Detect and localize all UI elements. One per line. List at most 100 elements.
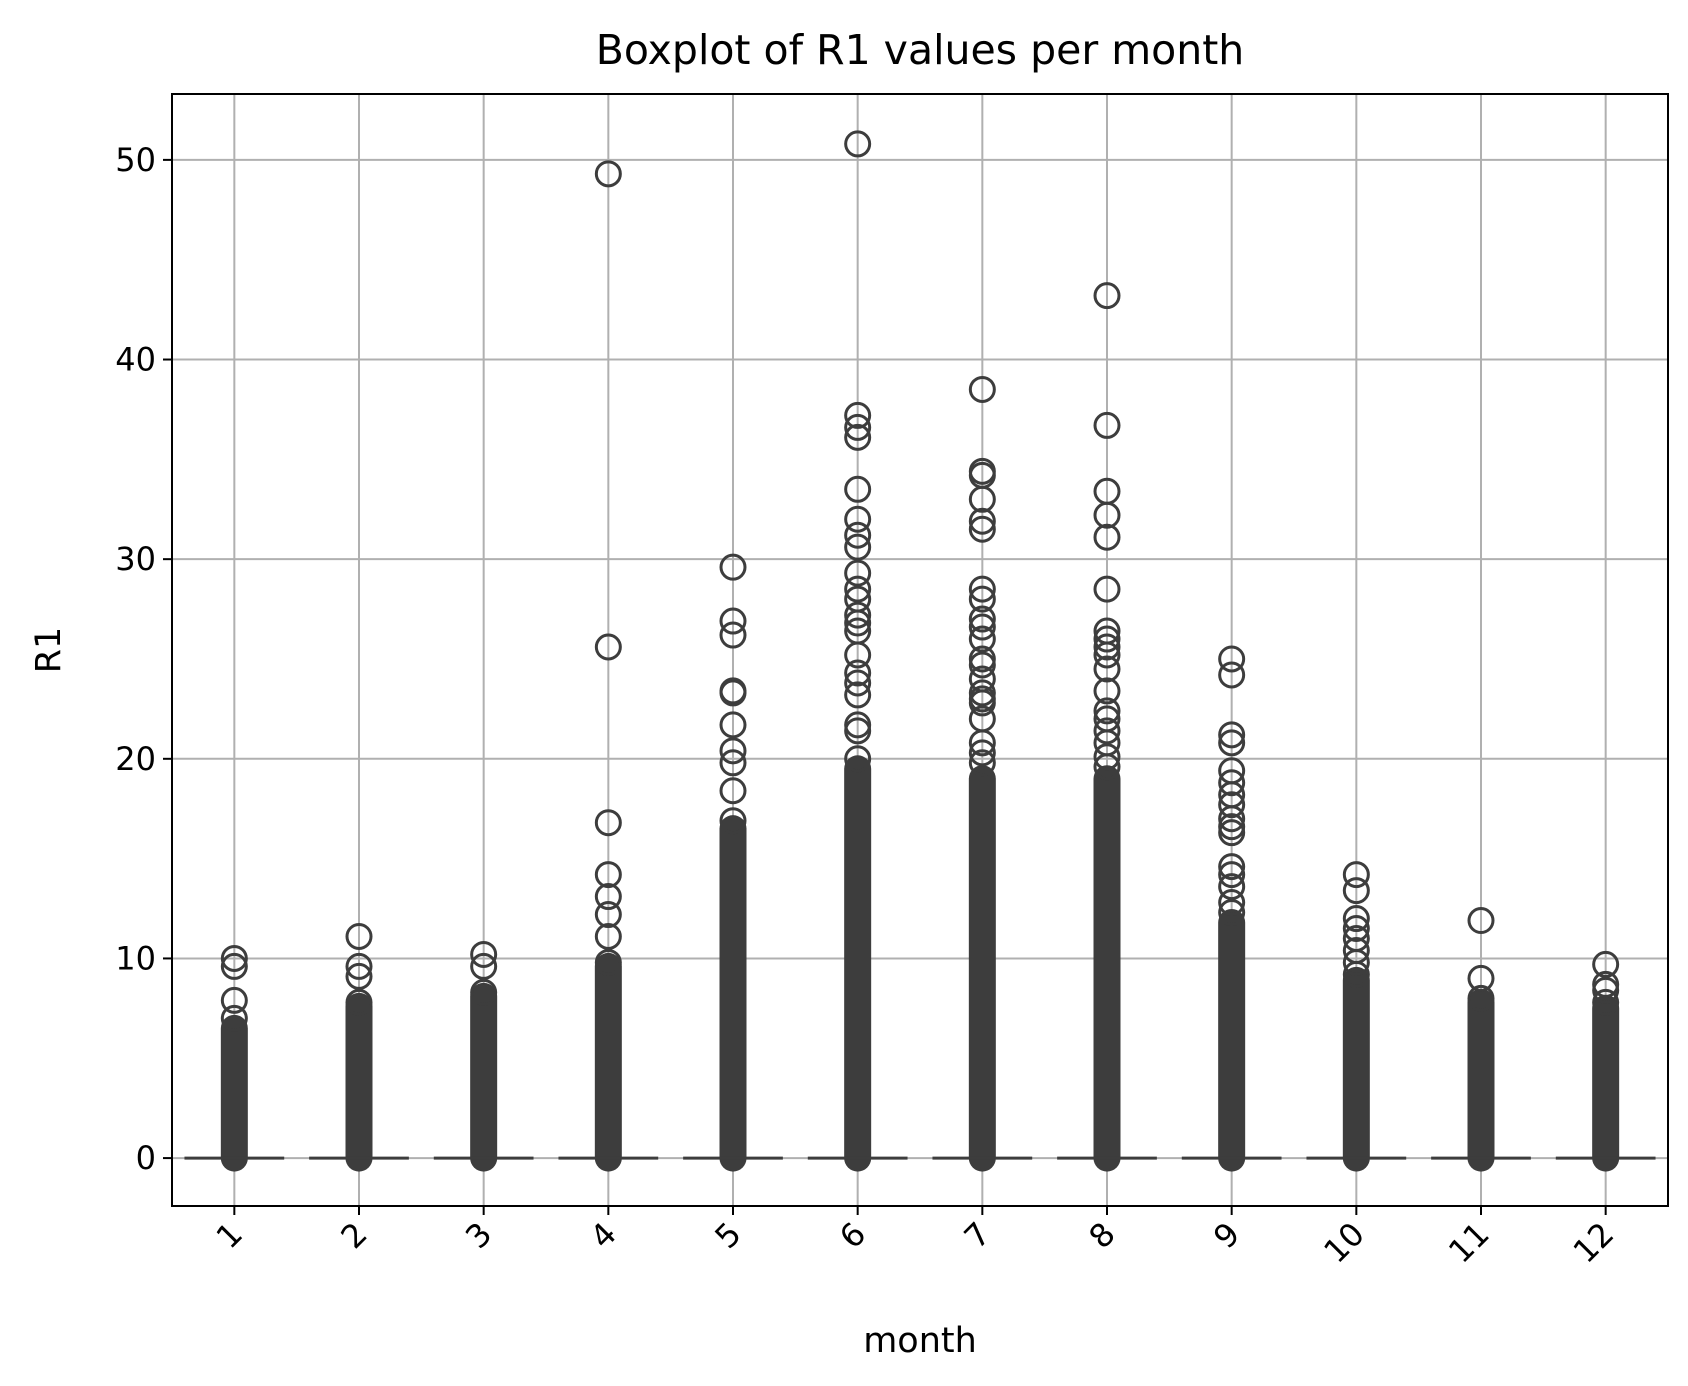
outlier-point — [470, 978, 498, 1006]
outlier-point — [1218, 791, 1246, 819]
outlier-point — [844, 521, 872, 549]
outlier-point — [844, 533, 872, 561]
outlier-point — [594, 901, 622, 929]
x-tick-label: 10 — [1316, 1215, 1372, 1271]
outlier-point — [844, 669, 872, 697]
outlier-point — [1342, 877, 1370, 905]
box-month-7 — [932, 375, 1033, 1172]
outlier-point — [1093, 697, 1121, 725]
outlier-point — [1218, 645, 1246, 673]
x-tick-label: 11 — [1441, 1215, 1497, 1271]
outlier-point — [968, 575, 996, 603]
outlier-point — [968, 485, 996, 513]
outlier-point — [844, 475, 872, 503]
outlier-point — [345, 922, 373, 950]
box-month-3 — [433, 940, 534, 1172]
outlier-point — [1342, 960, 1370, 988]
x-tick-label: 9 — [1206, 1215, 1247, 1256]
y-axis-label: R1 — [29, 627, 69, 674]
outlier-point — [1093, 743, 1121, 771]
y-tick-label: 40 — [115, 341, 156, 379]
outlier-point — [844, 505, 872, 533]
outlier-point — [1093, 282, 1121, 310]
outlier-point — [220, 944, 248, 972]
outlier-point — [1093, 501, 1121, 529]
x-tick-label: 4 — [583, 1215, 624, 1256]
outlier-point — [1218, 819, 1246, 847]
marks-layer — [184, 130, 1656, 1172]
outlier-point — [1093, 717, 1121, 745]
x-tick-label: 2 — [333, 1215, 374, 1256]
outlier-point — [594, 922, 622, 950]
outlier-point — [719, 807, 747, 835]
outlier-point — [968, 515, 996, 543]
outlier-point — [719, 711, 747, 739]
outlier-point — [220, 986, 248, 1014]
outlier-point — [345, 952, 373, 980]
outlier-point — [594, 948, 622, 976]
outlier-point — [594, 160, 622, 188]
outlier-point — [844, 575, 872, 603]
outlier-point — [1592, 976, 1620, 1004]
outlier-point — [968, 613, 996, 641]
outlier-point — [968, 375, 996, 403]
outlier-point — [968, 625, 996, 653]
outlier-point — [1218, 899, 1246, 927]
outlier-point — [1093, 411, 1121, 439]
outlier-point — [1342, 948, 1370, 976]
outlier-point — [470, 952, 498, 980]
y-tick-label: 10 — [115, 939, 156, 977]
outlier-point — [594, 809, 622, 837]
outlier-point — [1093, 655, 1121, 683]
outlier-point — [1342, 861, 1370, 889]
outlier-point — [719, 777, 747, 805]
outlier-point — [968, 739, 996, 767]
outlier-point — [1093, 753, 1121, 781]
outlier-point — [1093, 641, 1121, 669]
outlier-point — [968, 585, 996, 613]
outlier-point — [844, 423, 872, 451]
outlier-point — [1093, 625, 1121, 653]
x-tick-label: 8 — [1081, 1215, 1122, 1256]
outlier-point — [968, 651, 996, 679]
outlier-point — [594, 633, 622, 661]
x-tick-label: 7 — [957, 1215, 998, 1256]
outlier-point — [719, 737, 747, 765]
outlier-point — [719, 607, 747, 635]
outlier-point — [1093, 633, 1121, 661]
outlier-point — [1342, 905, 1370, 933]
outlier-point — [1467, 964, 1495, 992]
outlier-point — [844, 659, 872, 687]
outlier-point — [1218, 729, 1246, 757]
outlier-point — [1342, 914, 1370, 942]
outlier-point — [968, 605, 996, 633]
x-tick-label: 5 — [707, 1215, 748, 1256]
box-month-4 — [558, 160, 659, 1172]
outlier-point — [719, 749, 747, 777]
grid-layer — [172, 94, 1668, 1206]
outlier-point — [1218, 661, 1246, 689]
x-axis-label: month — [863, 1321, 977, 1361]
outlier-point — [968, 729, 996, 757]
box-month-10 — [1306, 861, 1407, 1172]
chart-title: Boxplot of R1 values per month — [596, 26, 1245, 74]
outlier-point — [1592, 988, 1620, 1016]
outlier-point — [968, 749, 996, 777]
x-tick-label: 12 — [1566, 1215, 1622, 1271]
x-tick-label: 3 — [458, 1215, 499, 1256]
box-month-2 — [309, 922, 409, 1172]
outlier-point — [470, 940, 498, 968]
outlier-point — [1093, 523, 1121, 551]
x-tick-label: 1 — [209, 1215, 250, 1256]
outlier-point — [719, 621, 747, 649]
outlier-point — [1218, 889, 1246, 917]
outlier-point — [594, 861, 622, 889]
y-tick-label: 0 — [136, 1139, 156, 1177]
outlier-point — [844, 681, 872, 709]
x-tick-label: 6 — [832, 1215, 873, 1256]
outlier-point — [844, 130, 872, 158]
outlier-point — [1218, 853, 1246, 881]
outlier-point — [844, 601, 872, 629]
